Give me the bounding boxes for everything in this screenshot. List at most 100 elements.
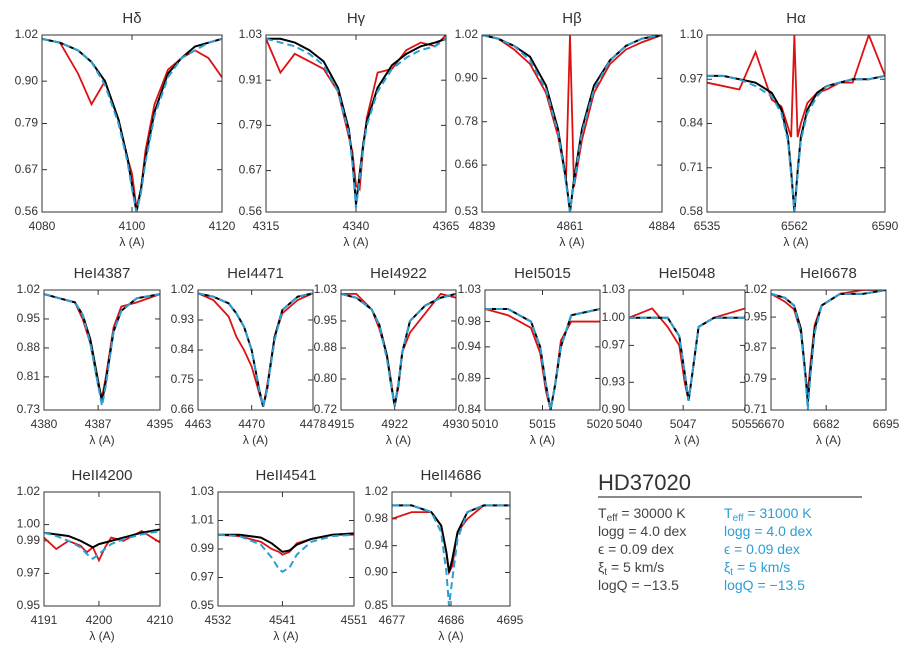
panel: HeII4200 0.95 0.97 0.99 1.00 1.02 4191 4200 4210… <box>17 467 174 643</box>
y-tick-label: 1.00 <box>17 517 41 531</box>
panel: HeI4922 0.72 0.80 0.88 0.95 1.03 4915 4922 4930 λ… <box>314 265 470 447</box>
y-tick-label: 0.88 <box>17 340 41 354</box>
parameter-main: logg = 4.0 dex <box>598 523 686 539</box>
x-axis-label: λ (A) <box>559 235 584 249</box>
parameter-sub: eff <box>607 513 618 524</box>
panel-title: HeII4686 <box>421 467 482 484</box>
panel: HeII4686 0.85 0.90 0.94 0.98 1.02 4677 4686 4695… <box>365 467 524 643</box>
panel-title: HeI6678 <box>800 265 857 282</box>
plot-frame <box>706 34 886 213</box>
y-tick-label: 0.97 <box>602 338 626 352</box>
y-tick-label: 0.71 <box>744 402 768 416</box>
panel: Hδ 0.56 0.67 0.79 0.90 1.02 4080 4100 4120 λ (A) <box>15 10 236 249</box>
x-tick-label: 4210 <box>147 613 174 627</box>
y-tick-label: 1.00 <box>602 310 626 324</box>
panel: HeI6678 0.71 0.79 0.87 0.95 1.02 6670 6682 6695 λ… <box>744 265 900 447</box>
x-tick-label: 6590 <box>872 219 899 233</box>
star-name: HD37020 <box>598 470 691 495</box>
x-axis-label: λ (A) <box>438 629 463 643</box>
x-tick-label: 4380 <box>31 417 58 431</box>
y-tick-label: 0.89 <box>458 371 482 385</box>
x-tick-label: 4551 <box>341 613 368 627</box>
plot-frame <box>770 289 887 411</box>
spectrum-line <box>218 533 354 574</box>
y-tick-label: 0.56 <box>15 204 39 218</box>
spectrum-line <box>771 290 886 403</box>
spectrum-line <box>198 292 313 407</box>
parameter-line: logQ = −13.5 <box>598 577 679 593</box>
spectrum-line <box>392 504 510 606</box>
parameter-sub: t <box>604 567 607 578</box>
parameter-sub: t <box>730 567 733 578</box>
x-tick-label: 4365 <box>433 219 460 233</box>
y-tick-label: 0.79 <box>15 116 39 130</box>
x-tick-label: 4686 <box>438 613 465 627</box>
y-tick-label: 1.02 <box>455 27 479 41</box>
panel-title: HeI4471 <box>227 265 284 282</box>
panel-title: Hδ <box>122 10 141 27</box>
y-tick-label: 0.81 <box>17 369 41 383</box>
y-tick-label: 0.93 <box>171 312 195 326</box>
x-axis-label: λ (A) <box>386 433 411 447</box>
x-axis-label: λ (A) <box>343 235 368 249</box>
x-tick-label: 4541 <box>269 613 296 627</box>
y-tick-label: 1.03 <box>191 484 215 498</box>
spectrum-line <box>629 316 745 401</box>
y-tick-label: 0.97 <box>191 570 215 584</box>
x-tick-label: 4340 <box>343 219 370 233</box>
y-tick-label: 0.79 <box>744 371 768 385</box>
x-tick-label: 6562 <box>781 219 808 233</box>
plot-frame <box>265 34 447 213</box>
x-tick-label: 4470 <box>238 417 265 431</box>
x-axis-label: λ (A) <box>89 629 114 643</box>
x-tick-label: 4532 <box>205 613 232 627</box>
x-tick-label: 6670 <box>758 417 785 431</box>
y-tick-label: 0.95 <box>191 598 215 612</box>
panel: Hβ 0.53 0.66 0.78 0.90 1.02 4839 4861 4884 λ (A) <box>455 10 676 249</box>
x-tick-label: 5040 <box>616 417 643 431</box>
x-tick-label: 4677 <box>379 613 406 627</box>
spectrum-line <box>44 530 160 561</box>
spectrum-line <box>218 532 354 553</box>
parameter-rest: = 30000 K <box>618 505 687 521</box>
spectrum-line <box>482 35 662 187</box>
y-tick-label: 0.98 <box>458 314 482 328</box>
x-axis-label: λ (A) <box>89 433 114 447</box>
spectrum-line <box>341 292 456 407</box>
y-tick-label: 0.67 <box>239 163 263 177</box>
y-tick-label: 0.56 <box>239 204 263 218</box>
y-tick-label: 0.97 <box>680 71 704 85</box>
y-tick-label: 0.73 <box>17 402 41 416</box>
x-tick-label: 4080 <box>29 219 56 233</box>
plot-frame <box>628 289 746 411</box>
spectrum-line <box>42 37 222 212</box>
parameter-line: Teff = 31000 K <box>724 505 812 524</box>
spectrum-line <box>44 528 160 549</box>
parameter-line: logg = 4.0 dex <box>598 523 686 539</box>
x-tick-label: 5047 <box>670 417 697 431</box>
spectrum-line <box>482 35 662 212</box>
x-tick-label: 5055 <box>732 417 759 431</box>
y-tick-label: 1.02 <box>17 484 41 498</box>
panel: HeI4387 0.73 0.81 0.88 0.95 1.02 4380 4387 4395 λ… <box>17 265 174 447</box>
y-tick-label: 0.90 <box>15 73 39 87</box>
panel-title: Hα <box>786 10 806 27</box>
spectrum-line <box>771 290 886 410</box>
y-tick-label: 0.79 <box>239 118 263 132</box>
panel: HeI5015 0.84 0.89 0.94 0.98 1.03 5010 5015 5020 λ… <box>458 265 614 447</box>
x-axis-label: λ (A) <box>119 235 144 249</box>
y-tick-label: 0.99 <box>17 533 41 547</box>
plot-frame <box>217 491 355 607</box>
panel-title: HeII4541 <box>256 467 317 484</box>
x-tick-label: 6535 <box>694 219 721 233</box>
y-tick-label: 0.67 <box>15 162 39 176</box>
y-tick-label: 0.66 <box>455 157 479 171</box>
x-tick-label: 6682 <box>813 417 840 431</box>
y-tick-label: 0.53 <box>455 204 479 218</box>
parameter-main: T <box>598 505 607 521</box>
y-tick-label: 0.95 <box>17 311 41 325</box>
spectrum-line <box>707 74 885 212</box>
y-tick-label: 0.95 <box>17 598 41 612</box>
spectrum-line <box>44 293 160 398</box>
x-axis-label: λ (A) <box>243 433 268 447</box>
